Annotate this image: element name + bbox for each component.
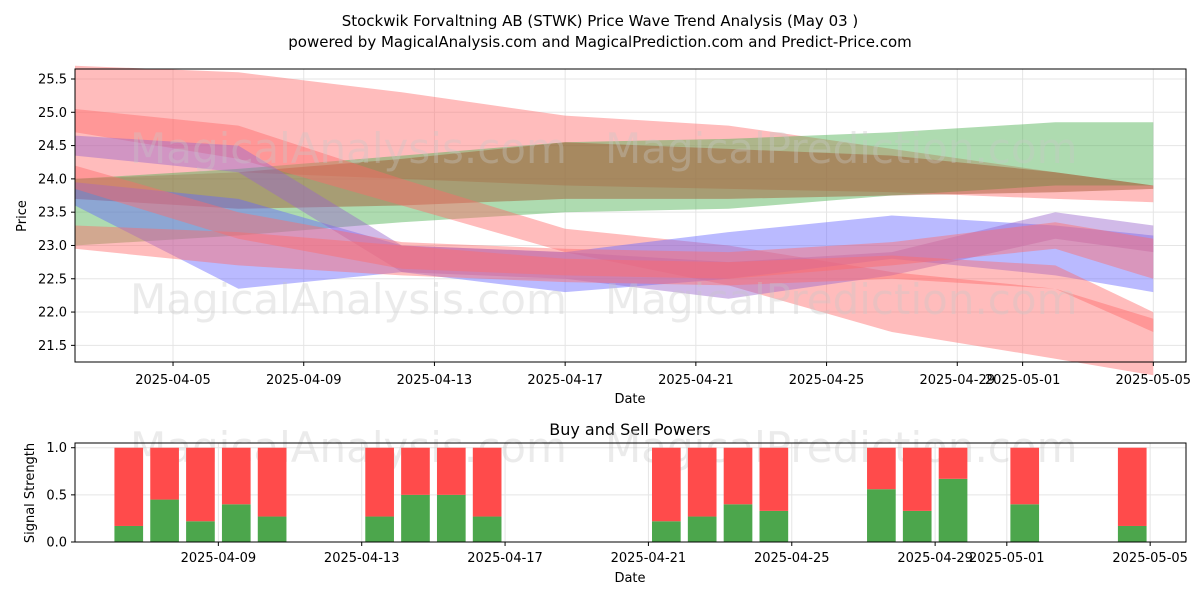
buy-bar xyxy=(759,510,789,542)
watermark-left-2: MagicalAnalysis.com xyxy=(130,275,567,324)
y-tick-label: 25.5 xyxy=(38,72,67,87)
sell-bar xyxy=(652,447,681,522)
signal-y-tick-label: 0.0 xyxy=(46,536,67,551)
sell-bar xyxy=(472,447,502,517)
price-grid xyxy=(75,69,1186,362)
y-tick-label: 23.0 xyxy=(38,239,67,254)
signal-x-tick-label: 2025-04-17 xyxy=(467,551,543,566)
y-tick-label: 25.0 xyxy=(38,106,67,121)
sell-bar xyxy=(114,447,144,526)
price-ylabel: Price xyxy=(15,200,30,232)
watermark-right-3: MagicalPrediction.com xyxy=(605,423,1078,472)
y-tick-label: 24.0 xyxy=(38,172,67,187)
buy-bar xyxy=(867,489,896,542)
buy-bar xyxy=(401,494,430,542)
signal-axis-ticks: 2025-04-09 2025-04-13 2025-04-17 2025-04-21… xyxy=(46,441,1188,566)
x-tick-label: 2025-04-25 xyxy=(789,373,865,388)
x-tick-label: 2025-05-01 xyxy=(985,373,1061,388)
sell-bar xyxy=(902,447,932,511)
signal-x-tick-label: 2025-05-01 xyxy=(969,551,1045,566)
buy-bar xyxy=(472,516,502,542)
wave-band xyxy=(75,65,1154,203)
sell-bar xyxy=(401,447,430,495)
wave-band xyxy=(75,135,1154,299)
x-tick-label: 2025-04-09 xyxy=(266,373,342,388)
signal-x-tick-label: 2025-05-05 xyxy=(1112,551,1188,566)
chart-subtitle: powered by MagicalAnalysis.com and Magic… xyxy=(288,33,912,51)
signal-xlabel: Date xyxy=(614,571,645,586)
wave-band xyxy=(75,182,1154,293)
sell-bar xyxy=(938,447,968,479)
buy-bar xyxy=(1117,525,1147,542)
sell-bar xyxy=(365,447,394,517)
buy-sell-plot: Buy and Sell Powers MagicalAnalysis.com … xyxy=(23,420,1188,586)
signal-y-tick-label: 0.5 xyxy=(46,488,67,503)
price-axis-ticks: 2025-04-05 2025-04-09 2025-04-13 2025-04-17… xyxy=(38,72,1191,388)
signal-ylabel: Signal Strength xyxy=(23,443,38,543)
x-tick-label: 2025-04-21 xyxy=(658,373,734,388)
buy-bar xyxy=(436,494,466,542)
watermark-right-2: MagicalPrediction.com xyxy=(605,275,1078,324)
x-tick-label: 2025-04-17 xyxy=(527,373,603,388)
y-tick-label: 23.5 xyxy=(38,206,67,221)
chart-title: Stockwik Forvaltning AB (STWK) Price Wav… xyxy=(342,12,859,30)
buy-bar xyxy=(365,516,394,542)
watermark-right: MagicalPrediction.com xyxy=(605,124,1078,173)
signal-x-tick-label: 2025-04-21 xyxy=(611,551,687,566)
y-tick-label: 24.5 xyxy=(38,139,67,154)
wave-band xyxy=(75,122,1154,246)
watermark-left: MagicalAnalysis.com xyxy=(130,124,567,173)
x-tick-label: 2025-04-05 xyxy=(135,373,211,388)
signal-x-tick-label: 2025-04-25 xyxy=(754,551,830,566)
signal-plot-frame xyxy=(74,442,1187,543)
signal-bars xyxy=(114,447,1147,542)
buy-bar xyxy=(221,504,251,542)
buy-sell-title: Buy and Sell Powers xyxy=(549,420,711,439)
x-tick-label: 2025-05-05 xyxy=(1116,373,1192,388)
sell-bar xyxy=(687,447,717,517)
sell-bar xyxy=(436,447,466,495)
price-xlabel: Date xyxy=(614,392,645,407)
y-tick-label: 22.5 xyxy=(38,272,67,287)
sell-bar xyxy=(759,447,789,511)
buy-bar xyxy=(150,499,179,542)
sell-bar xyxy=(867,447,896,490)
wave-band xyxy=(75,109,1154,376)
signal-y-tick-label: 1.0 xyxy=(46,441,67,456)
price-wave-bands xyxy=(75,65,1154,376)
buy-bar xyxy=(652,521,681,542)
price-plot-frame xyxy=(74,68,1187,363)
x-tick-label: 2025-04-13 xyxy=(397,373,473,388)
buy-bar xyxy=(938,478,968,542)
wave-band xyxy=(75,142,1154,209)
sell-bar xyxy=(186,447,215,522)
sell-bar xyxy=(150,447,179,500)
sell-bar xyxy=(257,447,287,517)
buy-bar xyxy=(186,521,215,542)
signal-x-tick-label: 2025-04-09 xyxy=(181,551,257,566)
buy-bar xyxy=(257,516,287,542)
sell-bar xyxy=(1117,447,1147,526)
buy-bar xyxy=(723,504,753,542)
sell-bar xyxy=(1010,447,1040,505)
signal-x-tick-label: 2025-04-13 xyxy=(324,551,400,566)
buy-bar xyxy=(902,510,932,542)
x-tick-label: 2025-04-29 xyxy=(919,373,995,388)
wave-band xyxy=(75,225,1154,332)
signal-x-tick-label: 2025-04-29 xyxy=(897,551,973,566)
sell-bar xyxy=(723,447,753,505)
buy-bar xyxy=(687,516,717,542)
buy-bar xyxy=(1010,504,1040,542)
buy-bar xyxy=(114,525,144,542)
y-tick-label: 22.0 xyxy=(38,306,67,321)
sell-bar xyxy=(221,447,251,505)
price-wave-plot: MagicalAnalysis.com MagicalPrediction.co… xyxy=(15,65,1191,407)
wave-band xyxy=(75,165,1154,279)
y-tick-label: 21.5 xyxy=(38,339,67,354)
